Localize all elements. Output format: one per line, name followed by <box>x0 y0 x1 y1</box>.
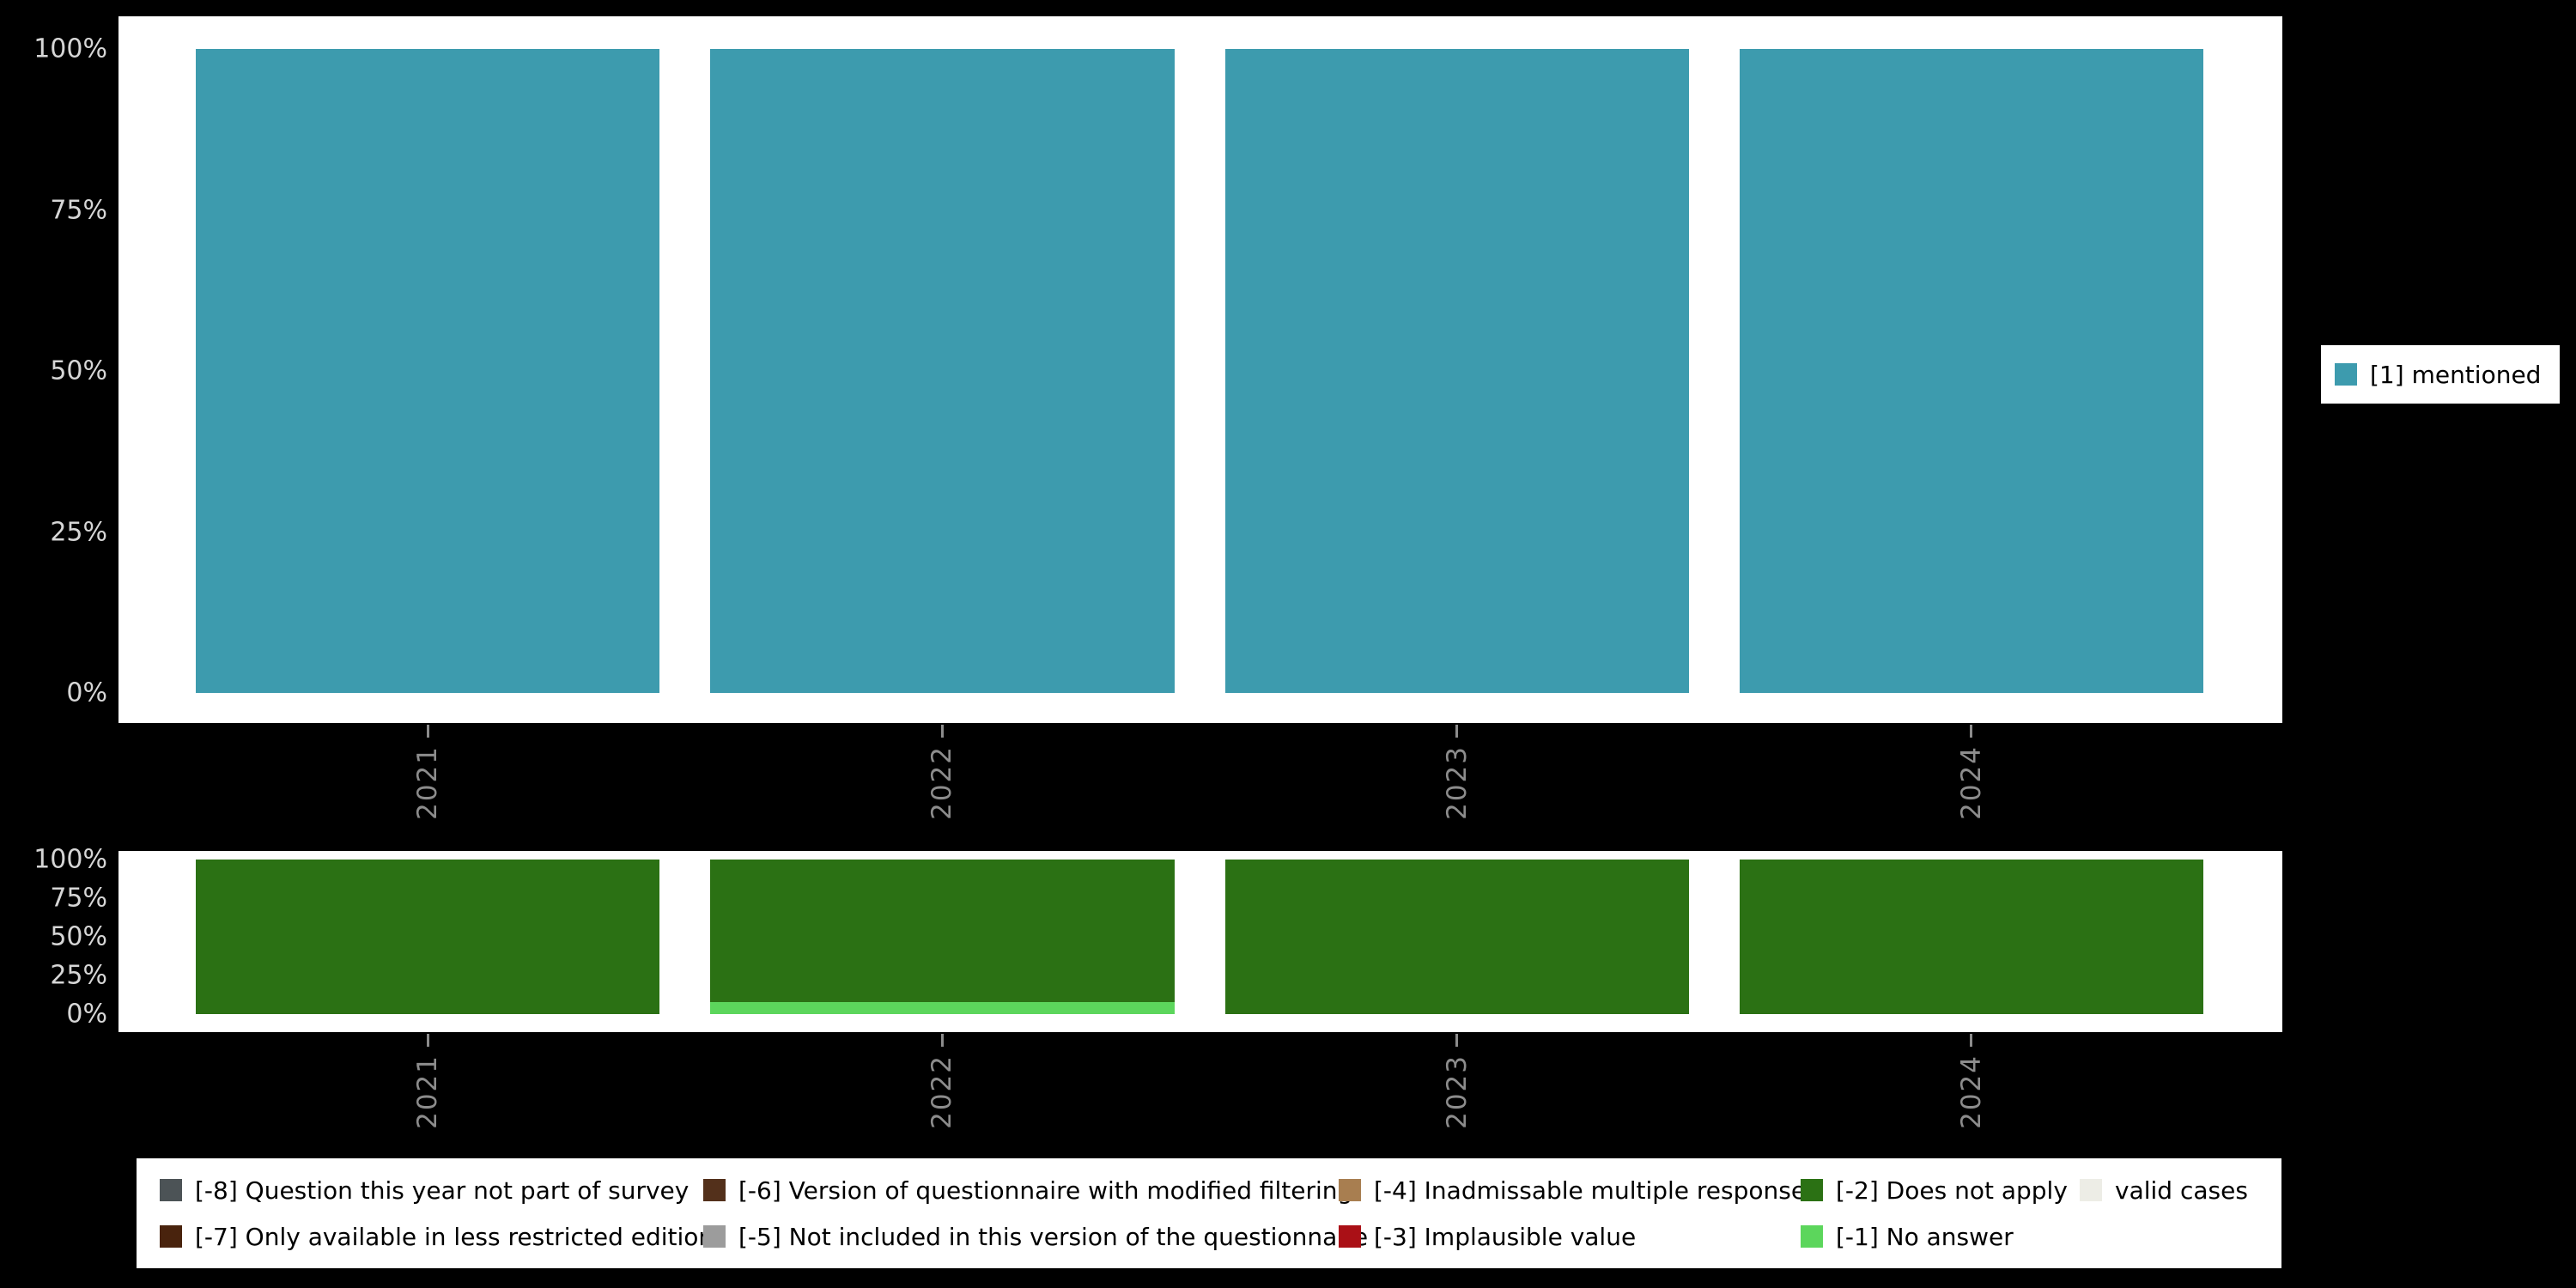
legend-swatch <box>1339 1179 1361 1201</box>
y-tick-label: 75% <box>50 883 107 914</box>
bar-segment-2024 <box>1739 49 2203 693</box>
legend-item: [-5] Not included in this version of the… <box>703 1223 1368 1251</box>
tick-mark <box>1455 725 1459 738</box>
tick-mark <box>940 1034 944 1047</box>
legend-item: [-2] Does not apply <box>1801 1176 2080 1205</box>
legend-swatch <box>703 1179 726 1201</box>
legend-label: [-2] Does not apply <box>1836 1176 2068 1205</box>
x-tick-label: 2023 <box>1441 745 1473 820</box>
y-tick-label: 25% <box>50 517 107 547</box>
bar-segment-2022 <box>710 860 1175 1002</box>
tick-mark <box>1455 1034 1459 1047</box>
y-tick-label: 100% <box>33 844 107 875</box>
x-tick-2024: 2024 <box>1740 1034 2203 1129</box>
legend-swatch <box>1801 1179 1823 1201</box>
legend-swatch <box>1339 1225 1361 1248</box>
legend-label: [-5] Not included in this version of the… <box>738 1222 1369 1251</box>
y-tick-label: 25% <box>50 960 107 991</box>
x-tick-2023: 2023 <box>1225 725 1689 820</box>
bar-2021 <box>196 860 660 1014</box>
bar-2022 <box>710 49 1175 693</box>
bar-2022 <box>710 860 1175 1014</box>
legend-item: [-4] Inadmissable multiple response <box>1339 1176 1806 1205</box>
missing-values-legend: [-8] Question this year not part of surv… <box>137 1158 2281 1268</box>
missing-chart-x-axis: 2021 2022 2023 2024 <box>196 1034 2203 1129</box>
tick-mark <box>1970 725 1973 738</box>
mentioned-label: [1] mentioned <box>2370 360 2542 389</box>
legend-row: [-8] Question this year not part of surv… <box>160 1167 2281 1213</box>
tick-mark <box>426 725 429 738</box>
bar-2021 <box>196 49 660 693</box>
legend-item: valid cases <box>2080 1176 2281 1205</box>
y-tick-label: 75% <box>50 195 107 225</box>
legend-label: [-3] Implausible value <box>1374 1222 1637 1251</box>
tick-mark <box>940 725 944 738</box>
x-tick-label: 2023 <box>1441 1054 1473 1129</box>
legend-label: valid cases <box>2115 1176 2248 1205</box>
bar-2023 <box>1224 860 1689 1014</box>
legend-item: [-1] No answer <box>1801 1223 2080 1251</box>
bar-2024 <box>1739 860 2203 1014</box>
valid-chart-panel <box>118 16 2282 723</box>
missing-chart-plot <box>196 860 2203 1014</box>
tick-mark <box>1970 1034 1973 1047</box>
valid-chart-x-axis: 2021 2022 2023 2024 <box>196 725 2203 820</box>
missing-chart-panel <box>118 851 2282 1032</box>
mentioned-swatch <box>2335 363 2357 386</box>
legend-row: [-7] Only available in less restricted e… <box>160 1213 2281 1260</box>
valid-chart-plot <box>196 49 2203 693</box>
legend-item: [-7] Only available in less restricted e… <box>160 1223 714 1251</box>
x-tick-2022: 2022 <box>710 725 1174 820</box>
bar-segment-2023 <box>1224 860 1689 1014</box>
valid-legend: [1] mentioned <box>2321 345 2560 404</box>
x-tick-2024: 2024 <box>1740 725 2203 820</box>
legend-swatch <box>160 1225 182 1248</box>
x-tick-label: 2024 <box>1955 745 1987 820</box>
legend-label: [-6] Version of questionnaire with modif… <box>738 1176 1353 1205</box>
legend-item: [-3] Implausible value <box>1339 1223 1801 1251</box>
y-tick-label: 0% <box>66 677 107 708</box>
bar-segment-2021 <box>196 49 660 693</box>
y-tick-label: 50% <box>50 921 107 952</box>
x-tick-label: 2021 <box>412 1054 444 1129</box>
legend-label: [-1] No answer <box>1836 1222 2014 1251</box>
y-tick-label: 50% <box>50 355 107 386</box>
tick-mark <box>426 1034 429 1047</box>
legend-label: [-8] Question this year not part of surv… <box>195 1176 690 1205</box>
legend-swatch <box>160 1179 182 1201</box>
missing-chart-y-axis: 0% 25% 50% 75% 100% <box>0 845 107 1030</box>
bar-segment-2022 <box>710 1001 1175 1014</box>
legend-swatch <box>1801 1225 1823 1248</box>
x-tick-2021: 2021 <box>196 1034 659 1129</box>
x-tick-label: 2024 <box>1955 1054 1987 1129</box>
legend-label: [-4] Inadmissable multiple response <box>1374 1176 1807 1205</box>
legend-item: [-8] Question this year not part of surv… <box>160 1176 703 1205</box>
legend-swatch <box>2080 1179 2102 1201</box>
x-tick-label: 2021 <box>412 745 444 820</box>
valid-chart-y-axis: 0% 25% 50% 75% 100% <box>0 34 107 708</box>
legend-label: [-7] Only available in less restricted e… <box>195 1222 714 1251</box>
x-tick-2022: 2022 <box>710 1034 1174 1129</box>
y-tick-label: 100% <box>33 33 107 64</box>
legend-swatch <box>703 1225 726 1248</box>
bar-segment-2021 <box>196 860 660 1014</box>
x-tick-label: 2022 <box>927 1054 958 1129</box>
legend-item: [-6] Version of questionnaire with modif… <box>703 1176 1352 1205</box>
x-tick-label: 2022 <box>927 745 958 820</box>
x-tick-2021: 2021 <box>196 725 659 820</box>
x-tick-2023: 2023 <box>1225 1034 1689 1129</box>
y-tick-label: 0% <box>66 999 107 1030</box>
bar-segment-2024 <box>1739 860 2203 1014</box>
bar-2024 <box>1739 49 2203 693</box>
bar-segment-2022 <box>710 49 1175 693</box>
bar-2023 <box>1224 49 1689 693</box>
bar-segment-2023 <box>1224 49 1689 693</box>
